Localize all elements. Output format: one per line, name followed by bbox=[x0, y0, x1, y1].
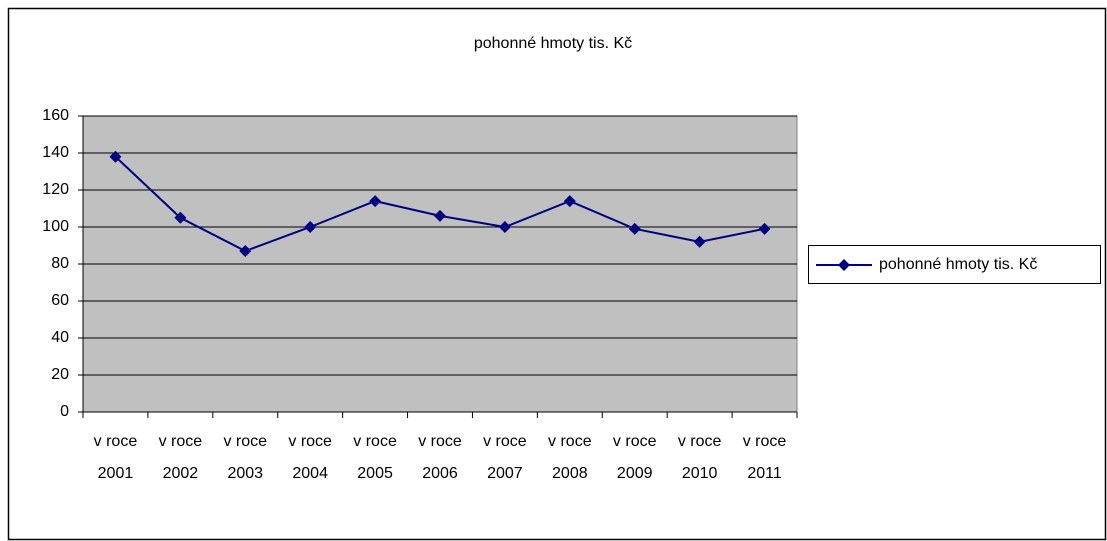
y-tick-label: 100 bbox=[42, 218, 69, 235]
x-tick-label: v roce 2003 bbox=[223, 433, 268, 482]
x-tick-label: v roce 2009 bbox=[612, 433, 657, 482]
x-tick-label: v roce 2011 bbox=[742, 433, 787, 482]
data-point bbox=[563, 195, 576, 208]
y-tick-label: 40 bbox=[51, 329, 69, 346]
legend-label: pohonné hmoty tis. Kč bbox=[879, 256, 1037, 273]
x-tick-label: v roce 2008 bbox=[548, 433, 592, 482]
x-tick-label: v roce 2005 bbox=[353, 433, 397, 482]
data-point bbox=[498, 221, 511, 233]
chart-title: pohonné hmoty tis. Kč bbox=[474, 35, 632, 52]
y-tick-label: 20 bbox=[51, 366, 69, 383]
data-point bbox=[628, 222, 641, 235]
x-tick-label: v roce 2002 bbox=[158, 433, 203, 482]
x-tick-label: v roce 2010 bbox=[677, 433, 722, 482]
x-tick-label: v roce 2006 bbox=[418, 433, 462, 482]
data-point bbox=[693, 235, 706, 248]
data-point bbox=[369, 195, 382, 208]
data-point bbox=[434, 209, 446, 222]
data-point bbox=[758, 222, 771, 235]
data-point bbox=[304, 221, 317, 233]
x-tick-label: v roce 2001 bbox=[93, 433, 138, 482]
y-tick-label: 80 bbox=[51, 255, 69, 272]
x-tick-label: v roce 2004 bbox=[288, 433, 332, 482]
legend-marker bbox=[838, 259, 850, 271]
data-point bbox=[109, 150, 122, 163]
data-point bbox=[174, 211, 187, 224]
x-tick-label: v roce 2007 bbox=[483, 433, 527, 482]
y-tick-label: 120 bbox=[42, 181, 69, 198]
data-point bbox=[239, 245, 252, 258]
y-tick-label: 60 bbox=[51, 292, 69, 309]
y-tick-label: 160 bbox=[42, 107, 69, 124]
y-tick-label: 0 bbox=[60, 403, 69, 420]
y-tick-label: 140 bbox=[42, 144, 69, 161]
